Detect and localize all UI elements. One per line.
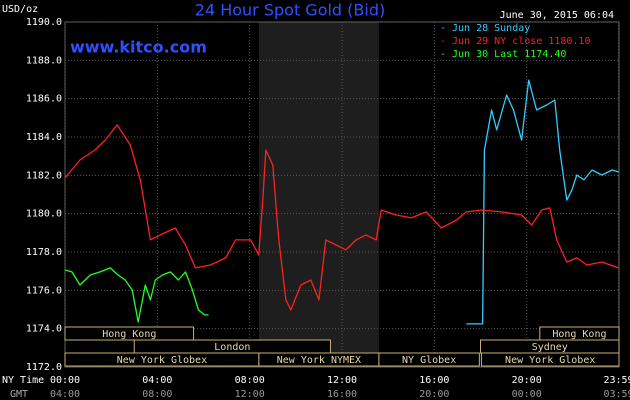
x2-tick-label: 16:00 <box>327 389 357 400</box>
x-tick-label: 20:00 <box>512 375 542 386</box>
shade-layer <box>258 22 379 367</box>
y-tick-label: 1178.0 <box>26 247 62 258</box>
x-tick-label: 08:00 <box>235 375 265 386</box>
timestamp: June 30, 2015 06:04 <box>500 10 614 21</box>
x-tick-label: 16:00 <box>419 375 449 386</box>
x2-tick-label: 04:00 <box>50 389 80 400</box>
y-tick-label: 1184.0 <box>26 132 62 143</box>
y-tick-label: 1190.0 <box>26 17 62 28</box>
x-label: NY Time <box>2 375 44 386</box>
x-tick-label: 23:59 <box>603 375 630 386</box>
watermark: www.kitco.com <box>70 38 207 57</box>
label-layer: 1172.0 1174.0 1176.0 1178.0 1180.0 1182.0 1184… <box>26 17 630 400</box>
price-line <box>64 124 619 311</box>
y-tick-label: 1186.0 <box>26 94 62 105</box>
y-tick-label: 1176.0 <box>26 285 62 296</box>
x-tick-label: 00:00 <box>50 375 80 386</box>
session-label: New York NYMEX <box>277 355 361 366</box>
x2-tick-label: 12:00 <box>235 389 265 400</box>
legend-marker: - <box>440 49 446 60</box>
price-line <box>466 79 619 325</box>
legend-marker: - <box>440 36 446 47</box>
session-label: Hong Kong <box>552 329 606 340</box>
session-label: New York Globex <box>117 355 207 366</box>
x-tick-label: 04:00 <box>142 375 172 386</box>
session-box <box>378 352 480 367</box>
session-label: Sydney <box>532 342 568 353</box>
y-unit: USD/oz <box>2 4 38 15</box>
legend-label: Jun 30 Last 1174.40 <box>452 49 566 60</box>
session-label: New York Globex <box>505 355 595 366</box>
legend-marker: - <box>440 23 446 34</box>
chart-title: 24 Hour Spot Gold (Bid) <box>195 1 385 20</box>
session-box <box>64 326 195 341</box>
session-layer: Hong Kong Hong Kong London Sydney New York G… <box>64 326 620 367</box>
session-label: London <box>214 342 250 353</box>
x2-tick-label: 20:00 <box>419 389 449 400</box>
session-label: NY Globex <box>402 355 456 366</box>
x-tick-label: 12:00 <box>327 375 357 386</box>
session-shade <box>258 22 379 367</box>
legend-label: Jun 29 NY close 1180.10 <box>452 36 590 47</box>
y-tick-label: 1188.0 <box>26 55 62 66</box>
y-tick-label: 1182.0 <box>26 170 62 181</box>
grid-layer <box>64 21 620 368</box>
session-box <box>480 352 620 367</box>
price-line <box>64 267 209 323</box>
line-layer <box>64 79 619 325</box>
x2-tick-label: 03:59 <box>603 389 630 400</box>
x2-label: GMT <box>10 389 28 400</box>
y-tick-label: 1180.0 <box>26 209 62 220</box>
legend-label: Jun 28 Sunday <box>452 23 530 34</box>
session-label: Hong Kong <box>102 329 156 340</box>
x2-tick-label: 08:00 <box>142 389 172 400</box>
x2-tick-label: 00:00 <box>512 389 542 400</box>
y-tick-label: 1174.0 <box>26 324 62 335</box>
y-tick-label: 1172.0 <box>26 362 62 373</box>
